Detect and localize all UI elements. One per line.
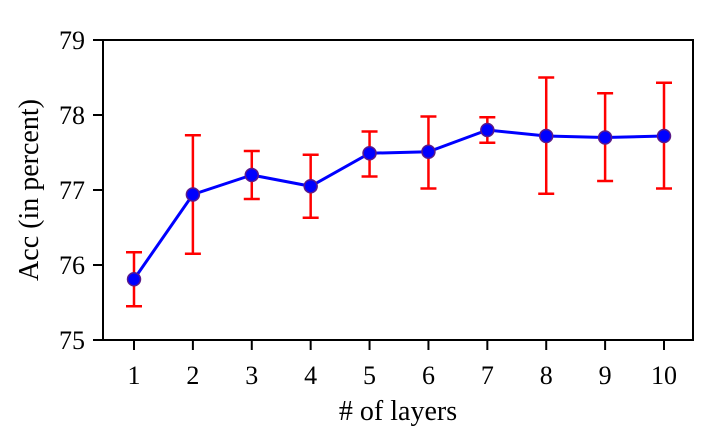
y-axis-title: Acc (in percent) [14, 99, 45, 281]
series-line [132, 128, 665, 281]
x-tick-label: 8 [540, 361, 553, 390]
x-axis: 1 2 3 4 5 6 7 8 9 10 [128, 340, 677, 390]
data-point [538, 128, 554, 144]
x-tick-label: 7 [481, 361, 494, 390]
data-points [126, 122, 672, 287]
data-point [362, 146, 377, 161]
data-point [126, 272, 142, 287]
y-tick-label: 77 [59, 176, 85, 205]
data-point [597, 130, 613, 145]
data-point [303, 179, 318, 194]
x-tick-label: 3 [245, 361, 258, 390]
y-tick-label: 78 [59, 101, 85, 130]
x-tick-label: 4 [304, 361, 317, 390]
y-tick-label: 76 [59, 251, 85, 280]
data-point [185, 187, 201, 202]
x-tick-label: 10 [651, 361, 677, 390]
x-tick-label: 5 [363, 361, 376, 390]
y-axis: 75 76 77 78 79 [59, 26, 103, 355]
x-tick-label: 1 [128, 361, 141, 390]
x-axis-title: # of layers [339, 396, 457, 427]
y-tick-label: 79 [59, 26, 85, 55]
x-tick-label: 6 [422, 361, 435, 390]
x-tick-label: 2 [186, 361, 199, 390]
data-point [421, 144, 436, 159]
data-point [480, 122, 495, 138]
error-bars [126, 76, 672, 308]
x-tick-label: 9 [599, 361, 612, 390]
y-tick-label: 75 [59, 326, 85, 355]
data-point [656, 128, 672, 144]
data-point [244, 167, 260, 183]
